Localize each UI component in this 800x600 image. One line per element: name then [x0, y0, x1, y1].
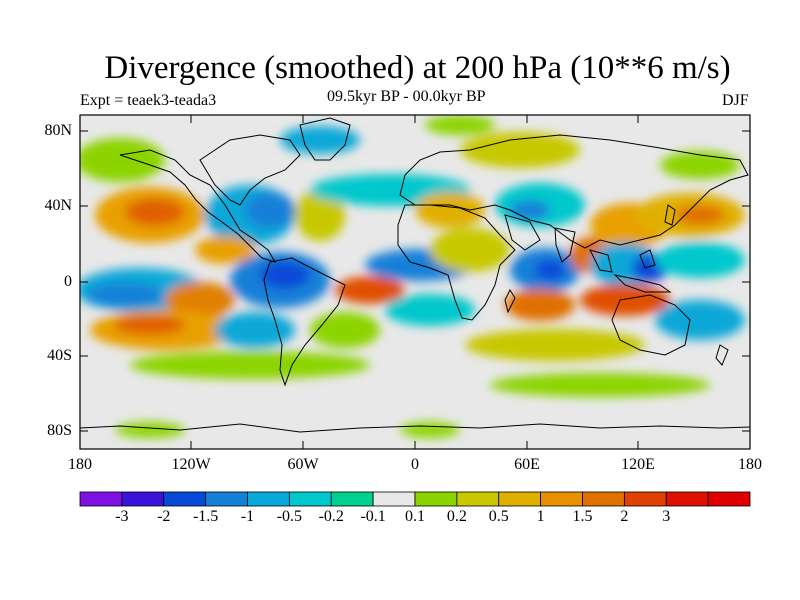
colorbar-label: 2: [620, 508, 629, 525]
colorbar-swatch: [623, 491, 667, 507]
lon-label-0: 0: [411, 456, 419, 473]
colorbar-label: -1.5: [192, 508, 219, 525]
coastlines: [80, 117, 750, 433]
colorbar-swatch: [582, 491, 625, 507]
colorbar-label: -0.2: [318, 508, 344, 525]
map-title: Divergence (smoothed) at 200 hPa (10**6 …: [104, 50, 731, 86]
season-label: DJF: [722, 92, 749, 109]
colorbar-swatch: [540, 491, 583, 507]
colorbar-swatch: [414, 491, 458, 507]
colorbar-label: 1.5: [572, 508, 593, 525]
colorbar-label: -0.5: [276, 508, 303, 525]
experiment-label: Expt = teaek3-teada3: [80, 92, 217, 109]
colorbar-swatch: [498, 491, 542, 507]
colorbar-label: -3: [115, 508, 129, 525]
colorbar-label: -2: [157, 508, 171, 525]
lon-label-120e: 120E: [621, 456, 655, 473]
colorbar-swatch: [330, 491, 374, 507]
lat-label-40s: 40S: [47, 347, 72, 364]
lat-label-0: 0: [64, 273, 72, 290]
colorbar-label: 0.5: [488, 508, 509, 525]
lon-label-120w: 120W: [171, 456, 211, 473]
lon-label-180e: 180: [738, 456, 762, 473]
divergence-field: [80, 115, 750, 449]
lat-label-40n: 40N: [44, 197, 72, 214]
colorbar-label: 3: [662, 508, 671, 525]
colorbar-label: -1: [240, 508, 255, 525]
lon-label-180w: 180: [68, 456, 92, 473]
period-label: 09.5kyr BP - 00.0kyr BP: [327, 88, 486, 105]
colorbar-swatch: [456, 491, 500, 507]
lon-label-60w: 60W: [287, 456, 319, 473]
colorbar: [79, 491, 751, 507]
colorbar-swatch: [707, 491, 751, 507]
colorbar-swatch: [121, 491, 165, 507]
colorbar-label: 0.1: [405, 508, 425, 525]
colorbar-swatch: [79, 491, 123, 507]
colorbar-swatch: [163, 491, 207, 507]
lat-label-80n: 80N: [44, 122, 72, 139]
colorbar-swatch: [372, 491, 416, 507]
lat-label-80s: 80S: [47, 422, 72, 439]
colorbar-swatch: [288, 491, 332, 507]
colorbar-swatch: [665, 491, 709, 507]
colorbar-label: 1: [536, 508, 545, 525]
colorbar-swatch: [205, 491, 248, 507]
colorbar-label: -0.1: [360, 508, 386, 525]
colorbar-label: 0.2: [446, 508, 467, 525]
lon-label-60e: 60E: [514, 456, 540, 473]
colorbar-swatch: [247, 491, 290, 507]
